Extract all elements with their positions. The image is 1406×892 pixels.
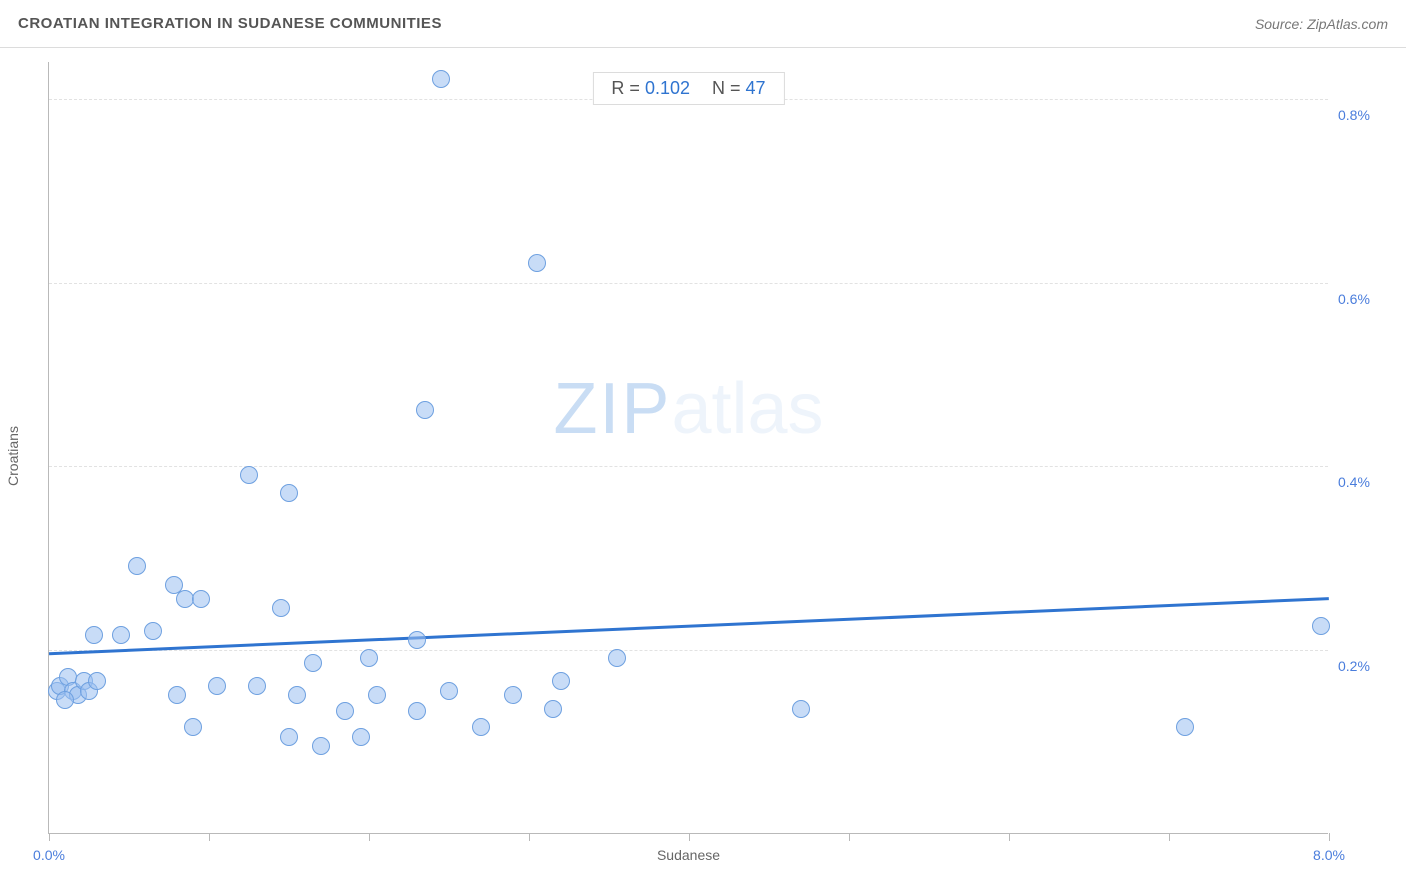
x-tick (529, 833, 530, 841)
y-tick-label: 0.8% (1338, 107, 1390, 123)
scatter-point (528, 254, 546, 272)
scatter-point (280, 728, 298, 746)
x-tick (1329, 833, 1330, 841)
scatter-point (504, 686, 522, 704)
scatter-point (1176, 718, 1194, 736)
watermark: ZIPatlas (553, 368, 823, 450)
scatter-point (1312, 617, 1330, 635)
scatter-point (192, 590, 210, 608)
scatter-point (440, 682, 458, 700)
x-tick (209, 833, 210, 841)
y-tick-label: 0.2% (1338, 658, 1390, 674)
scatter-point (85, 626, 103, 644)
scatter-point (184, 718, 202, 736)
scatter-point (408, 702, 426, 720)
scatter-point (56, 691, 74, 709)
scatter-point (608, 649, 626, 667)
scatter-point (416, 401, 434, 419)
scatter-point (312, 737, 330, 755)
x-tick (1009, 833, 1010, 841)
chart-area: ZIPatlas R = 0.102 N = 47 Croatians Suda… (0, 48, 1406, 892)
stats-box: R = 0.102 N = 47 (592, 72, 784, 105)
chart-title: CROATIAN INTEGRATION IN SUDANESE COMMUNI… (18, 15, 442, 32)
scatter-point (552, 672, 570, 690)
scatter-point (408, 631, 426, 649)
scatter-point (472, 718, 490, 736)
y-tick-label: 0.4% (1338, 474, 1390, 490)
scatter-point (144, 622, 162, 640)
stat-r-label: R = (611, 78, 640, 98)
scatter-point (248, 677, 266, 695)
chart-header: CROATIAN INTEGRATION IN SUDANESE COMMUNI… (0, 0, 1406, 48)
chart-source: Source: ZipAtlas.com (1255, 16, 1388, 32)
x-tick-label-max: 8.0% (1313, 847, 1345, 863)
scatter-point (792, 700, 810, 718)
stat-n: N = 47 (712, 78, 766, 99)
x-axis-title: Sudanese (657, 847, 720, 863)
stat-r: R = 0.102 (611, 78, 690, 99)
scatter-point (208, 677, 226, 695)
scatter-point (288, 686, 306, 704)
scatter-point (88, 672, 106, 690)
scatter-point (112, 626, 130, 644)
scatter-point (368, 686, 386, 704)
regression-line (49, 597, 1329, 655)
scatter-point (280, 484, 298, 502)
scatter-point (168, 686, 186, 704)
y-tick-label: 0.6% (1338, 291, 1390, 307)
x-tick (689, 833, 690, 841)
watermark-zip: ZIP (553, 369, 671, 449)
gridline-h (49, 650, 1328, 651)
gridline-h (49, 283, 1328, 284)
y-axis-title: Croatians (5, 426, 21, 486)
scatter-point (128, 557, 146, 575)
stat-n-value: 47 (746, 78, 766, 98)
stat-r-value: 0.102 (645, 78, 690, 98)
scatter-point (544, 700, 562, 718)
scatter-point (336, 702, 354, 720)
stat-n-label: N = (712, 78, 741, 98)
x-tick (369, 833, 370, 841)
scatter-point (352, 728, 370, 746)
scatter-point (304, 654, 322, 672)
x-tick-label-min: 0.0% (33, 847, 65, 863)
x-tick (49, 833, 50, 841)
x-tick (849, 833, 850, 841)
scatter-plot: ZIPatlas R = 0.102 N = 47 Croatians Suda… (48, 62, 1328, 834)
scatter-point (272, 599, 290, 617)
scatter-point (360, 649, 378, 667)
gridline-h (49, 466, 1328, 467)
scatter-point (240, 466, 258, 484)
x-tick (1169, 833, 1170, 841)
scatter-point (432, 70, 450, 88)
watermark-atlas: atlas (671, 369, 823, 449)
